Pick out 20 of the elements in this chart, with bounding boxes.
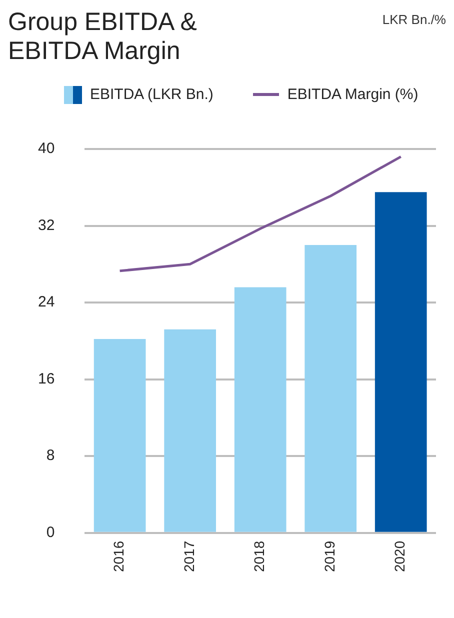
y-tick-label: 32 xyxy=(38,216,55,234)
y-tick-label: 24 xyxy=(38,293,55,310)
x-tick-label: 2017 xyxy=(180,540,197,572)
x-tick-label: 2016 xyxy=(110,540,127,572)
x-tick-label: 2018 xyxy=(251,540,268,572)
legend-label: EBITDA (LKR Bn.) xyxy=(90,86,214,103)
y-tick-label: 40 xyxy=(38,140,55,157)
y-tick-label: 8 xyxy=(46,446,55,464)
bar xyxy=(94,338,146,532)
x-tick-label: 2019 xyxy=(321,540,338,572)
x-tick-label: 2020 xyxy=(392,540,408,572)
y-tick-label: 0 xyxy=(46,523,55,540)
y-tick-label: 16 xyxy=(38,370,55,387)
legend-label: EBITDA Margin (%) xyxy=(287,86,418,103)
bar xyxy=(234,286,286,532)
bar xyxy=(164,328,216,532)
text: LKR Bn./% xyxy=(382,12,446,27)
bar xyxy=(374,192,427,532)
chart-title: Group EBITDA & EBITDA Margin xyxy=(8,8,197,66)
bar xyxy=(304,244,357,532)
